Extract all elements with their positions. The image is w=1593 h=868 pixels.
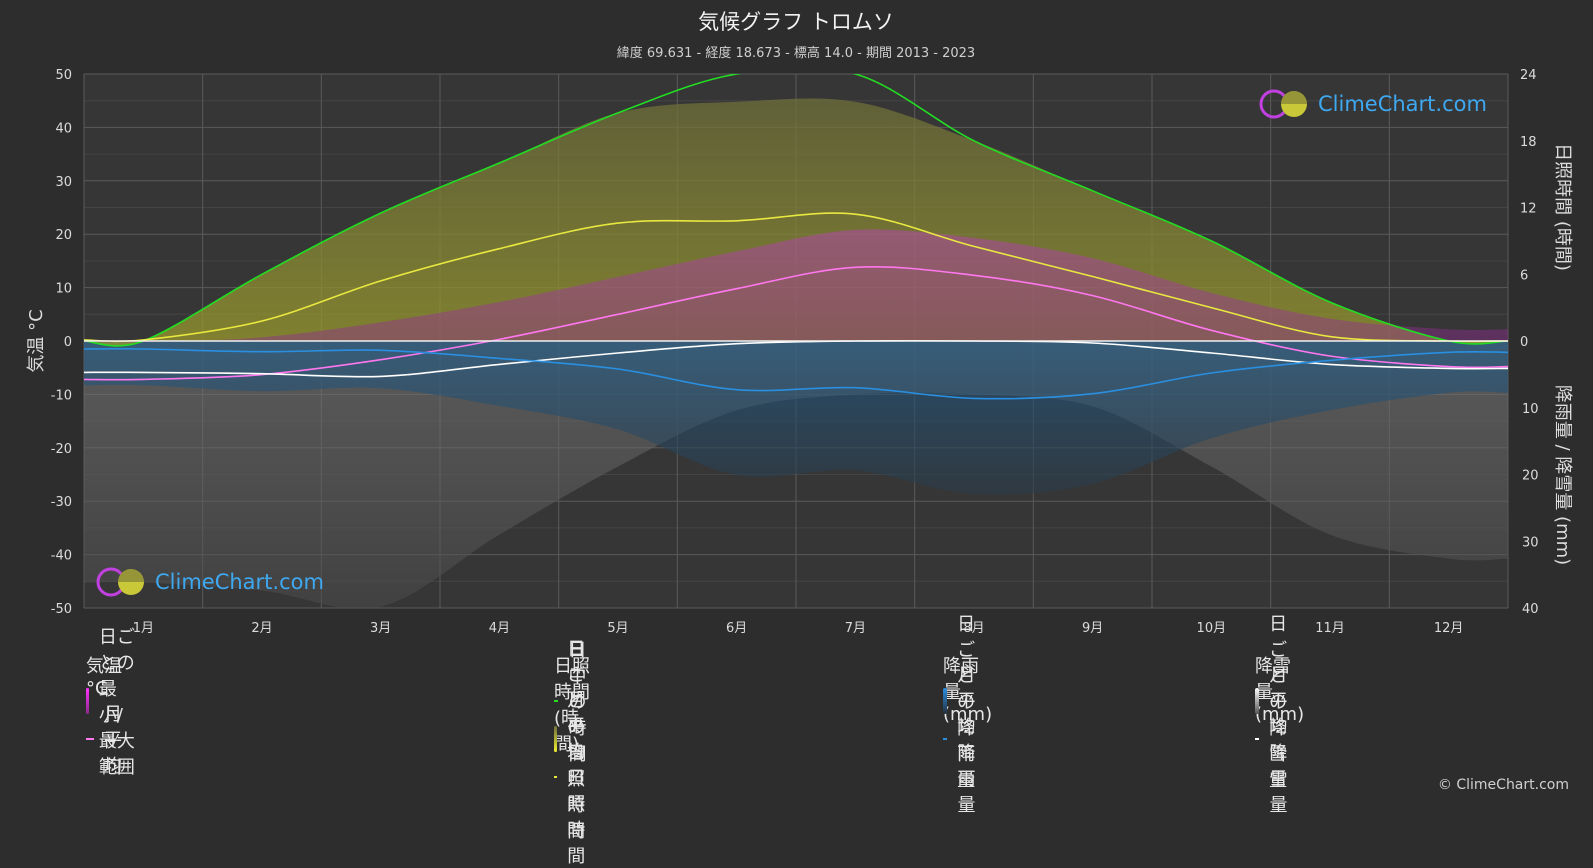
axes: 50 40 30 20 10 0 -10 -20 -30 -40 -50 24 18 12 6 0 10 20 30… [51,68,1539,636]
brand-name: ClimeChart.com [155,570,324,594]
legend-label: 月平均降雨量 [957,665,976,816]
legend-label: 月平均日照時間 [567,690,586,867]
temperature-range-area [84,229,1508,343]
y-right-top-tick-label: 0 [1520,335,1528,350]
rain-avg-swatch [943,738,948,740]
legend-item-temp-avg: 月平均 [86,704,135,777]
y-right-top-tick-label: 24 [1520,68,1537,83]
legend-label: 月平均 [104,704,123,777]
series-lines [84,74,1508,400]
series-line-月平均 [84,266,1508,381]
sunshine-avg-swatch [554,776,558,778]
daylight-swatch [554,700,559,702]
x-tick-label: 12月 [1434,621,1464,636]
legend-item-daily-snow: 日ごとの降雪量 [1255,614,1304,791]
x-tick-label: 10月 [1197,621,1227,636]
legend-item-sunshine-avg: 月平均日照時間 [554,690,597,867]
y-right-top-tick-label: 12 [1520,202,1537,217]
climate-chart: 気候グラフ トロムソ 緯度 69.631 - 経度 18.673 - 標高 14… [26,10,1573,636]
x-tick-label: 7月 [845,621,866,636]
x-tick-label: 6月 [726,621,747,636]
temp-avg-swatch [86,738,95,740]
x-tick-label: 1月 [133,621,154,636]
x-tick-label: 4月 [489,621,510,636]
y-right-bottom-tick-label: 30 [1522,535,1539,550]
legend-rain: 降雨量 (mm) 日ごとの降雨量 月平均降雨量 [943,614,993,816]
legend-temperature-title: 気温 °C [86,656,122,699]
legend-label: 月平均降雪量 [1269,665,1288,816]
legend-label: 日ごとの日照時間 [567,639,586,842]
series-line-日中の時間 [84,74,1508,347]
y-left-tick-label: -30 [51,495,72,510]
legend-item-snow-avg: 月平均降雪量 [1255,665,1304,816]
y-left-tick-label: 0 [64,335,72,350]
y-left-tick-label: -10 [51,388,72,403]
legend-item-temp-range: 日ごとの最小/最大範囲 [86,627,135,778]
legend-item-daily-rain: 日ごとの降雨量 [943,614,992,791]
brand-logo-top: ClimeChart.com [1258,88,1487,120]
x-tick-label: 3月 [370,621,391,636]
copyright: © ClimeChart.com [1437,777,1569,793]
y-left-tick-label: 40 [55,121,72,136]
brand-logo-bottom: ClimeChart.com [95,566,324,598]
y-axis-right-top-title: 日照時間 (時間) [1552,143,1573,271]
y-right-top-tick-label: 6 [1520,268,1528,283]
daily-rain-swatch [943,688,948,714]
y-left-tick-label: -40 [51,549,72,564]
daily-rain-area [84,341,1508,495]
legend-sunshine: 日照時間 (時間) 日中の時間 日ごとの日照時間 月平均日照時間 [554,639,597,867]
legend-label: 日ごとの降雨量 [957,614,976,791]
legend-item-rain-avg: 月平均降雨量 [943,665,992,816]
series-line-月平均降雨量 [84,348,1508,400]
daily-snow-swatch [1255,688,1260,714]
x-tick-label: 9月 [1082,621,1103,636]
x-tick-label: 8月 [963,621,984,636]
legend-label: 日中の時間 [568,640,587,765]
legend-label: 日ごとの最小/最大範囲 [98,627,135,778]
legend-temperature: 気温 °C 日ごとの最小/最大範囲 月平均 [86,627,135,778]
snow-avg-swatch [1255,738,1260,740]
legend-item-daily-sunshine: 日ごとの日照時間 [554,639,597,842]
chart-title: 気候グラフ トロムソ [698,10,894,34]
y-right-bottom-tick-label: 40 [1522,602,1539,617]
brand-name: ClimeChart.com [1318,92,1487,116]
climechart-logo-icon [1259,89,1307,119]
chart-subtitle: 緯度 69.631 - 経度 18.673 - 標高 14.0 - 期間 201… [617,45,975,61]
series-line-月平均降雪量 [84,339,1508,378]
legend-sunshine-title: 日照時間 (時間) [554,656,590,755]
daily-sunshine-swatch [554,726,558,752]
y-left-tick-label: 30 [55,175,72,190]
series-line-月平均日照時間 [84,212,1508,343]
y-axis-left-title: 気温 °C [26,309,47,372]
y-left-tick-label: -20 [51,442,72,457]
legend-item-daylight: 日中の時間 [554,640,597,765]
y-right-bottom-tick-label: 10 [1522,402,1539,417]
legend-snow-title: 降雪量 (mm) [1255,656,1305,725]
temp-range-swatch [86,688,89,714]
y-left-tick-label: -50 [51,602,72,617]
y-right-top-tick-label: 18 [1520,135,1537,150]
legend-rain-title: 降雨量 (mm) [943,656,993,725]
y-left-tick-label: 10 [55,282,72,297]
x-tick-label: 11月 [1315,621,1345,636]
y-left-tick-label: 20 [55,228,72,243]
y-axis-right-bottom-title: 降雨量 / 降雪量 (mm) [1552,385,1573,565]
x-tick-label: 2月 [251,621,272,636]
legend-label: 日ごとの降雪量 [1269,614,1288,791]
legend-snow: 降雪量 (mm) 日ごとの降雪量 月平均降雪量 [1255,614,1305,816]
y-left-tick-label: 50 [55,68,72,83]
data-areas [84,98,1508,608]
climechart-logo-icon [96,567,144,597]
y-right-bottom-tick-label: 20 [1522,469,1539,484]
x-tick-label: 5月 [607,621,628,636]
